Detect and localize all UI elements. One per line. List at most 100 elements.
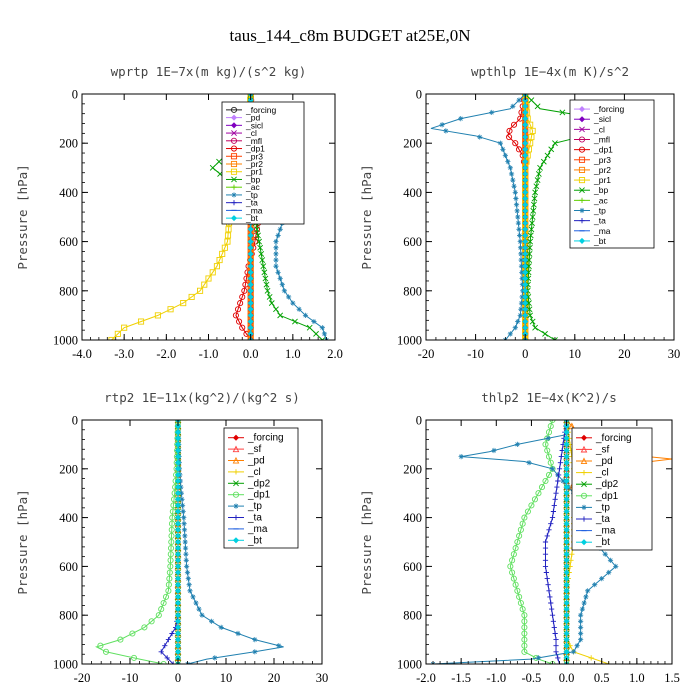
data-point (529, 220, 535, 227)
data-point (563, 581, 570, 588)
x-tick-label: 30 (316, 671, 329, 685)
data-point (130, 654, 138, 661)
data-point (239, 324, 246, 331)
data-point (522, 134, 529, 141)
data-point (552, 496, 558, 502)
data-point (522, 152, 529, 159)
data-point (522, 164, 529, 171)
x-tick-label: -3.0 (114, 347, 134, 361)
data-point (526, 460, 532, 466)
data-point (563, 569, 570, 576)
legend-marker (581, 504, 587, 510)
data-point (528, 502, 535, 509)
data-point (519, 520, 526, 527)
legend-item: _dp1 (576, 491, 619, 502)
data-point (509, 569, 516, 576)
data-point (290, 300, 296, 306)
data-point (549, 466, 556, 472)
legend-item: _ta (576, 514, 610, 525)
y-tick-label: 400 (59, 511, 78, 525)
data-point (535, 490, 542, 497)
legend-label: _pr1 (245, 167, 263, 177)
data-point (247, 238, 254, 245)
data-point (275, 232, 281, 239)
data-point (97, 642, 104, 649)
data-point (525, 269, 532, 276)
data-point (517, 232, 523, 239)
series-bt (522, 94, 529, 340)
data-point (174, 624, 182, 631)
data-point (166, 569, 173, 576)
data-point (292, 318, 298, 325)
y-tick-label: 1000 (397, 334, 422, 348)
data-point (521, 642, 528, 649)
data-point (182, 533, 188, 539)
data-point (522, 207, 529, 214)
legend-marker (230, 137, 238, 144)
legend-label: _pr2 (245, 159, 263, 169)
data-point (522, 201, 529, 208)
data-point (247, 293, 254, 300)
data-point (174, 557, 182, 564)
legend-item: _cl (574, 124, 605, 134)
data-point (540, 158, 547, 165)
data-point (174, 502, 182, 509)
data-point (528, 133, 535, 141)
data-point (184, 569, 191, 576)
data-point (168, 532, 175, 539)
data-point (167, 545, 175, 552)
data-point (606, 569, 612, 576)
legend-item: _dp1 (228, 490, 271, 501)
legend-marker (579, 187, 585, 194)
data-point (518, 251, 524, 257)
legend-marker (578, 136, 586, 143)
data-point (174, 496, 182, 503)
data-point (514, 441, 520, 447)
data-point (547, 423, 554, 430)
data-point (277, 312, 284, 319)
data-point (571, 649, 577, 655)
x-tick-label: 10 (569, 347, 582, 361)
data-point (542, 563, 549, 569)
x-tick-label: 0 (522, 347, 528, 361)
legend-item: _ac (574, 195, 608, 205)
data-point (252, 637, 258, 643)
legend-item: _ma (228, 524, 268, 535)
data-point (542, 441, 549, 448)
data-point (247, 318, 254, 325)
data-point (497, 140, 503, 146)
plot-area (430, 420, 672, 664)
data-point (599, 576, 605, 582)
data-point (168, 520, 176, 527)
data-point (516, 532, 523, 539)
legend-item: _tp (576, 502, 610, 513)
legend-box (571, 427, 653, 551)
legend-item: _forcing (228, 433, 284, 444)
data-point (563, 648, 570, 655)
plot-frame (425, 419, 673, 665)
legend-item: _pr2 (574, 165, 611, 175)
data-point (162, 643, 168, 649)
data-point (546, 588, 552, 594)
series-tp (430, 94, 528, 340)
data-point (548, 146, 555, 153)
y-tick-label: 400 (403, 186, 422, 200)
legend-item: _bt (574, 236, 606, 246)
legend-marker (580, 457, 588, 465)
data-point (247, 275, 254, 282)
data-point (184, 563, 190, 569)
data-point (239, 293, 246, 301)
data-point (531, 496, 538, 503)
legend-marker (578, 166, 586, 173)
data-point (296, 306, 302, 312)
chart-panel-3: rtp2 1E−11x(kg^2)/(kg^2 s) Pressure [hPa]… (15, 390, 328, 685)
data-point (563, 618, 570, 625)
data-point (167, 306, 174, 313)
legend-label: _pd (595, 456, 613, 467)
data-point (542, 539, 549, 545)
y-tick-label: 600 (403, 235, 422, 249)
legend-label: _bt (595, 537, 610, 548)
data-point (514, 587, 521, 594)
data-point (167, 557, 174, 564)
data-point (510, 177, 516, 183)
